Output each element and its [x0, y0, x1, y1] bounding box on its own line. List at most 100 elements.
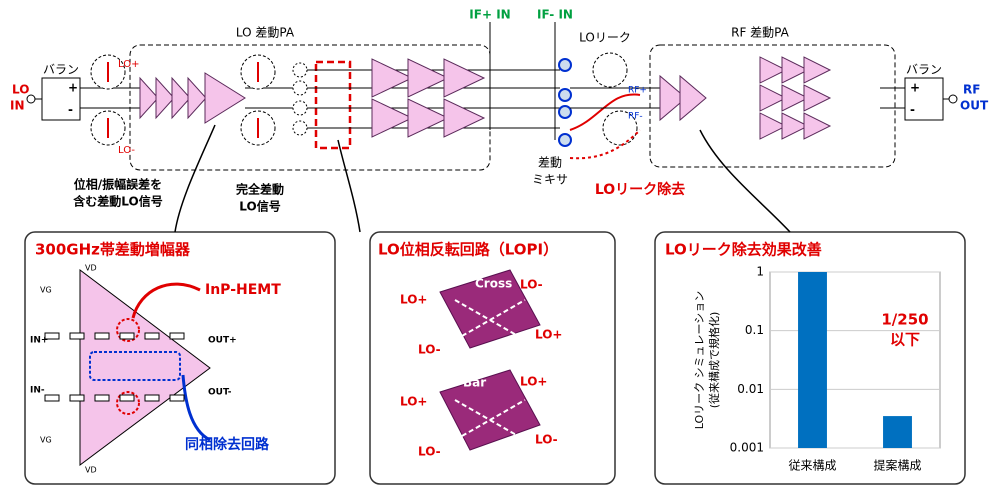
- y-tick-label: 0.01: [737, 382, 764, 396]
- amplifier: [407, 58, 450, 98]
- label: -: [910, 103, 915, 117]
- shape-rect: [89, 351, 181, 381]
- label: LO+: [520, 375, 547, 389]
- resistor: [144, 394, 160, 402]
- shape-path: [337, 139, 361, 233]
- label: OUT: [960, 99, 989, 113]
- shape-rect: [904, 77, 944, 121]
- panel-title: LO位相反転回路（LOPI）: [378, 241, 558, 259]
- label: LO信号: [239, 199, 280, 214]
- label: LO-: [535, 433, 558, 447]
- resistor: [94, 332, 110, 340]
- resistor: [44, 394, 60, 402]
- x-tick-label: 従来構成: [788, 459, 836, 473]
- label: LO+: [535, 328, 562, 342]
- shape-path: [174, 124, 216, 233]
- label: IF+ IN: [469, 8, 510, 22]
- label: 位相/振幅誤差を: [74, 177, 162, 192]
- amplifier: [803, 112, 832, 140]
- label: LO-: [520, 278, 543, 292]
- leak-indicator: [592, 52, 628, 88]
- label: LO+: [400, 395, 427, 409]
- shape-path: [454, 299, 526, 441]
- mixer: [558, 58, 572, 72]
- bar: [883, 416, 912, 448]
- shape-rect: [649, 44, 896, 168]
- label: LO: [12, 83, 29, 97]
- label: OUT+: [208, 336, 237, 346]
- mixer: [558, 133, 572, 147]
- label: ミキサ: [532, 173, 568, 187]
- leak-indicator: [602, 110, 638, 146]
- shape-rect: [369, 231, 616, 485]
- node: [292, 120, 308, 136]
- shape-circle: [948, 94, 958, 104]
- annotation: 以下: [890, 331, 920, 349]
- amplifier: [679, 74, 707, 122]
- label: LOリーク: [579, 31, 631, 45]
- label: バラン: [906, 63, 942, 77]
- resistor: [169, 394, 185, 402]
- shape-circle: [116, 318, 140, 342]
- panel-title: LOリーク除去効果改善: [665, 241, 822, 259]
- amplifier: [781, 112, 810, 140]
- amplifier: [371, 98, 414, 138]
- label: VD: [85, 264, 97, 273]
- resistor: [144, 332, 160, 340]
- shape-path: [131, 282, 201, 319]
- amplifier: [155, 76, 175, 120]
- label: +: [68, 81, 78, 95]
- label: InP-HEMT: [205, 282, 281, 298]
- mixer: [558, 105, 572, 119]
- label: IN-: [30, 386, 45, 396]
- label: VG: [40, 436, 52, 445]
- x-tick-label: 提案構成: [873, 458, 921, 473]
- amplifier: [407, 98, 450, 138]
- label: IF- IN: [537, 8, 573, 22]
- label: IN: [10, 99, 25, 113]
- label: LO+: [118, 59, 139, 70]
- amplifier: [781, 56, 810, 84]
- y-tick-label: 0.001: [730, 441, 764, 455]
- amplifier: [781, 84, 810, 112]
- bar: [798, 272, 827, 448]
- label: LO-: [418, 343, 441, 357]
- label: バラン: [43, 63, 79, 77]
- label: 含む差動LO信号: [73, 194, 162, 209]
- shape-polygon: [439, 369, 541, 451]
- label: LO-: [118, 145, 135, 156]
- label: +: [910, 81, 920, 95]
- label: RF 差動PA: [731, 26, 790, 40]
- resistor: [69, 394, 85, 402]
- label: 同相除去回路: [185, 436, 270, 453]
- node: [292, 100, 308, 116]
- labels: LO IN バラン バラン + - + - RF OUT LO+ LO- LO …: [10, 8, 989, 475]
- panel-title: 300GHz帯差動増幅器: [35, 241, 191, 259]
- label: -: [68, 103, 73, 117]
- shape-rect: [41, 77, 81, 121]
- amplifier: [803, 56, 832, 84]
- amplifier: [659, 74, 687, 122]
- y-axis-label: LOリーク シミュレーション: [693, 291, 706, 429]
- label: RF: [963, 83, 980, 97]
- label: 差動: [538, 156, 562, 170]
- shape-polygon: [439, 269, 541, 349]
- resistor: [44, 332, 60, 340]
- resistor: [119, 394, 135, 402]
- amplifier: [759, 112, 788, 140]
- amplifier: [171, 76, 191, 120]
- amplifier: [803, 84, 832, 112]
- plot-area: [769, 271, 941, 449]
- node: [292, 62, 308, 78]
- leak-path: [569, 93, 641, 131]
- label: LOリーク除去: [595, 181, 685, 198]
- label: VG: [40, 286, 52, 295]
- label: Bar: [463, 376, 486, 390]
- amplifier: [759, 56, 788, 84]
- label: LO+: [400, 293, 427, 307]
- shape-circle: [116, 391, 140, 415]
- resistor: [119, 332, 135, 340]
- shape-path: [699, 129, 791, 233]
- y-tick-label: 1: [756, 265, 764, 279]
